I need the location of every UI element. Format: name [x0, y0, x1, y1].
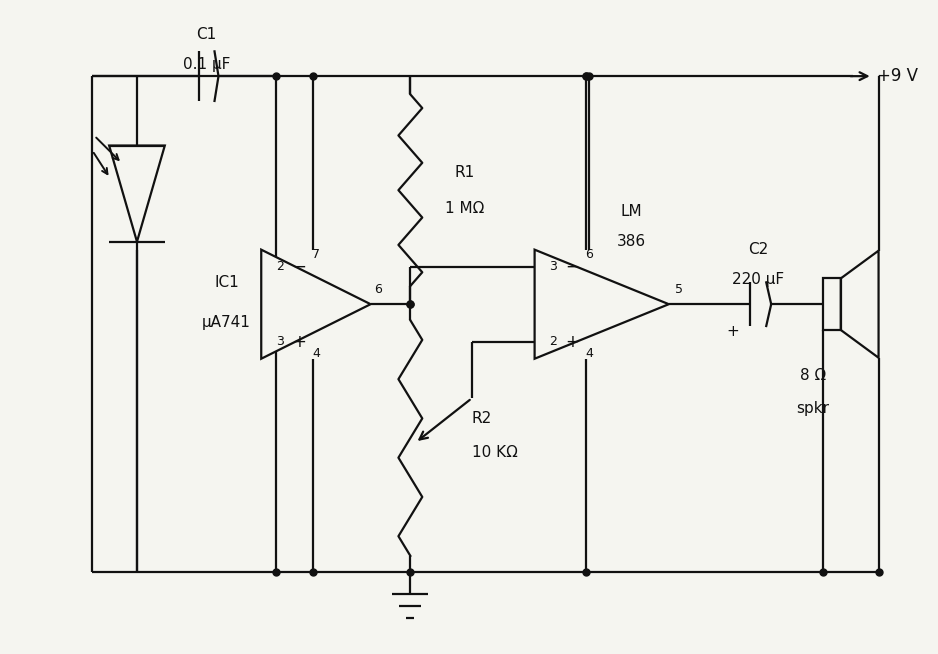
Text: 10 KΩ: 10 KΩ	[472, 445, 518, 460]
Text: C2: C2	[749, 242, 768, 257]
Text: 8 Ω: 8 Ω	[800, 368, 826, 383]
Bar	[823, 279, 840, 330]
Text: R2: R2	[472, 411, 492, 426]
Text: +: +	[726, 324, 739, 339]
Text: −: −	[292, 258, 306, 275]
Polygon shape	[262, 250, 371, 359]
Text: C1: C1	[196, 27, 217, 42]
Text: 3: 3	[276, 336, 284, 349]
Text: R1: R1	[455, 165, 476, 180]
Text: 2: 2	[550, 336, 557, 349]
Text: LM: LM	[620, 205, 642, 220]
Text: 4: 4	[585, 347, 593, 360]
Text: μA741: μA741	[202, 315, 250, 330]
Text: 1 MΩ: 1 MΩ	[446, 201, 485, 216]
Text: 6: 6	[374, 283, 383, 296]
Text: 3: 3	[550, 260, 557, 273]
Text: +: +	[292, 333, 306, 351]
Text: IC1: IC1	[214, 275, 239, 290]
Text: 5: 5	[674, 283, 683, 296]
Text: 0.1 μF: 0.1 μF	[183, 57, 230, 72]
Text: 386: 386	[616, 234, 645, 249]
Text: +: +	[566, 333, 580, 351]
Text: 7: 7	[312, 248, 320, 261]
Text: 2: 2	[276, 260, 284, 273]
Text: −: −	[566, 258, 580, 275]
Text: 4: 4	[312, 347, 320, 360]
Text: +9 V: +9 V	[877, 67, 918, 85]
Text: 6: 6	[585, 248, 593, 261]
Text: spkr: spkr	[796, 401, 829, 416]
Polygon shape	[535, 250, 669, 359]
Text: 220 μF: 220 μF	[733, 272, 784, 287]
